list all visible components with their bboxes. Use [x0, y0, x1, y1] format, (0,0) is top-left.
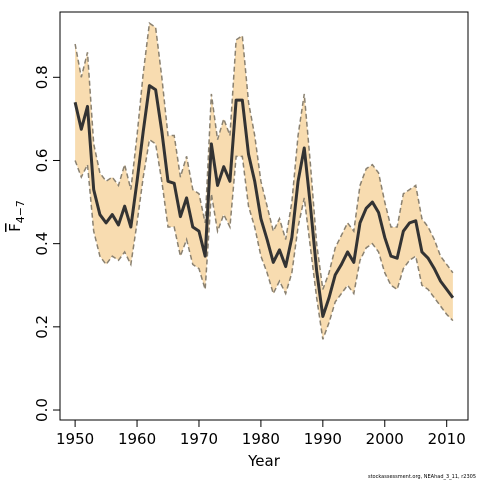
x-tick-label: 2010 — [428, 430, 466, 448]
y-tick-label: 0.4 — [33, 232, 51, 256]
x-axis-label: Year — [247, 452, 281, 470]
lower-bound — [74, 138, 454, 340]
x-tick-label: 1980 — [242, 430, 280, 448]
y-axis-subscript: 4−7 — [14, 200, 27, 223]
estimate-line — [73, 84, 455, 318]
x-tick-label: 1950 — [56, 430, 94, 448]
x-tick-label: 1970 — [180, 430, 218, 448]
upper-bound — [74, 21, 454, 290]
y-tick-label: 0.0 — [33, 398, 51, 422]
plot-frame — [59, 11, 469, 421]
y-axis-symbol: F — [6, 223, 24, 232]
footnote: stockassessment.org, NEAhad_3_11, r2305 — [368, 474, 476, 480]
y-axis-label: F4−7 — [6, 200, 27, 232]
confidence-band — [75, 23, 453, 340]
x-tick-label: 2000 — [366, 430, 404, 448]
y-tick-label: 0.2 — [33, 315, 51, 339]
x-tick-label: 1990 — [304, 430, 342, 448]
y-tick-label: 0.6 — [33, 149, 51, 173]
y-tick-label: 0.8 — [33, 65, 51, 89]
x-tick-label: 1960 — [118, 430, 156, 448]
